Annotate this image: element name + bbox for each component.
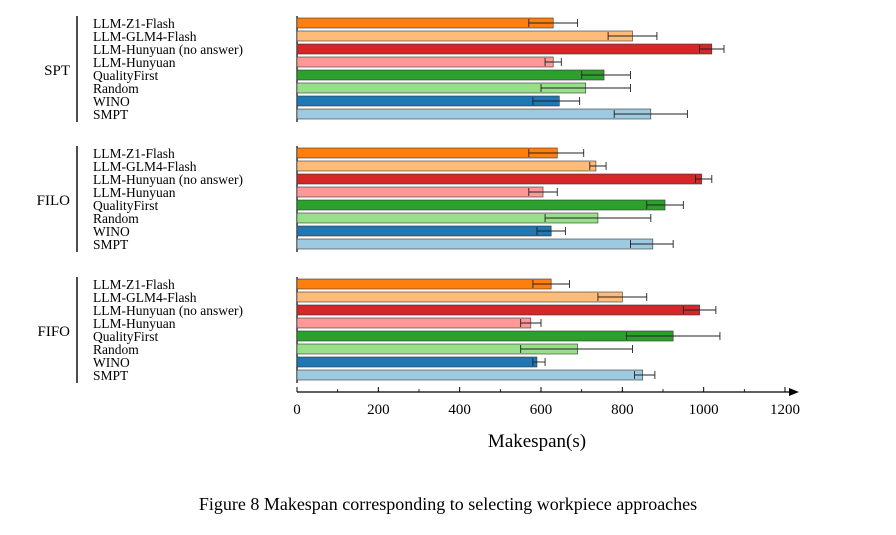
method-label: Random — [93, 342, 139, 357]
bar-spt — [296, 108, 652, 120]
makespan-chart: SPTLLM-Z1-FlashLLM-GLM4-FlashLLM-Hunyuan… — [37, 16, 800, 452]
bar-fifo — [296, 304, 700, 316]
bar-fifo — [296, 356, 538, 368]
bar-fifo — [296, 291, 623, 303]
bar-spt — [296, 30, 633, 42]
group-label-filo: FILO — [37, 193, 71, 209]
method-label: LLM-Hunyuan (no answer) — [93, 172, 243, 187]
bar-spt — [296, 17, 554, 29]
x-tick-label: 600 — [530, 402, 553, 418]
method-label: WINO — [93, 94, 130, 109]
x-axis-title: Makespan(s) — [488, 431, 586, 452]
method-label: LLM-GLM4-Flash — [93, 290, 197, 305]
bar-fifo — [296, 317, 532, 329]
bar-fifo — [296, 330, 674, 342]
method-label: LLM-Hunyuan (no answer) — [93, 42, 243, 57]
method-label: QualityFirst — [93, 329, 159, 344]
method-label: SMPT — [93, 368, 129, 383]
bar-filo — [296, 173, 702, 185]
bar-filo — [296, 225, 552, 237]
bar-filo — [296, 199, 666, 211]
method-label: SMPT — [93, 237, 129, 252]
method-label: SMPT — [93, 107, 129, 122]
bar-fifo — [296, 278, 552, 290]
method-label: LLM-GLM4-Flash — [93, 159, 197, 174]
method-label: QualityFirst — [93, 198, 159, 213]
method-label: LLM-Hunyuan — [93, 55, 176, 70]
method-label: LLM-Hunyuan — [93, 316, 176, 331]
method-label: Random — [93, 81, 139, 96]
x-tick-label: 1200 — [770, 402, 800, 418]
bar-filo — [296, 186, 544, 198]
group-label-spt: SPT — [44, 63, 70, 79]
figure-caption: Figure 8 Makespan corresponding to selec… — [198, 494, 698, 514]
x-tick-label: 400 — [448, 402, 471, 418]
method-label: WINO — [93, 224, 130, 239]
bar-spt — [296, 43, 713, 55]
method-label: QualityFirst — [93, 68, 159, 83]
x-tick-label: 0 — [293, 402, 301, 418]
group-label-fifo: FIFO — [37, 324, 70, 340]
method-label: LLM-GLM4-Flash — [93, 29, 197, 44]
bar-filo — [296, 238, 654, 250]
method-label: LLM-Z1-Flash — [93, 277, 175, 292]
method-label: Random — [93, 211, 139, 226]
bar-spt — [296, 56, 554, 68]
method-label: LLM-Hunyuan (no answer) — [93, 303, 243, 318]
bar-spt — [296, 69, 605, 81]
x-tick-label: 800 — [611, 402, 634, 418]
method-label: LLM-Z1-Flash — [93, 146, 175, 161]
bar-filo — [296, 147, 558, 159]
bar-fifo — [296, 369, 643, 381]
x-tick-label: 200 — [367, 402, 390, 418]
bar-filo — [296, 160, 597, 172]
x-tick-label: 1000 — [689, 402, 719, 418]
method-label: WINO — [93, 355, 130, 370]
method-label: LLM-Z1-Flash — [93, 16, 175, 31]
x-axis-arrow — [789, 388, 799, 396]
method-label: LLM-Hunyuan — [93, 185, 176, 200]
bar-spt — [296, 95, 560, 107]
